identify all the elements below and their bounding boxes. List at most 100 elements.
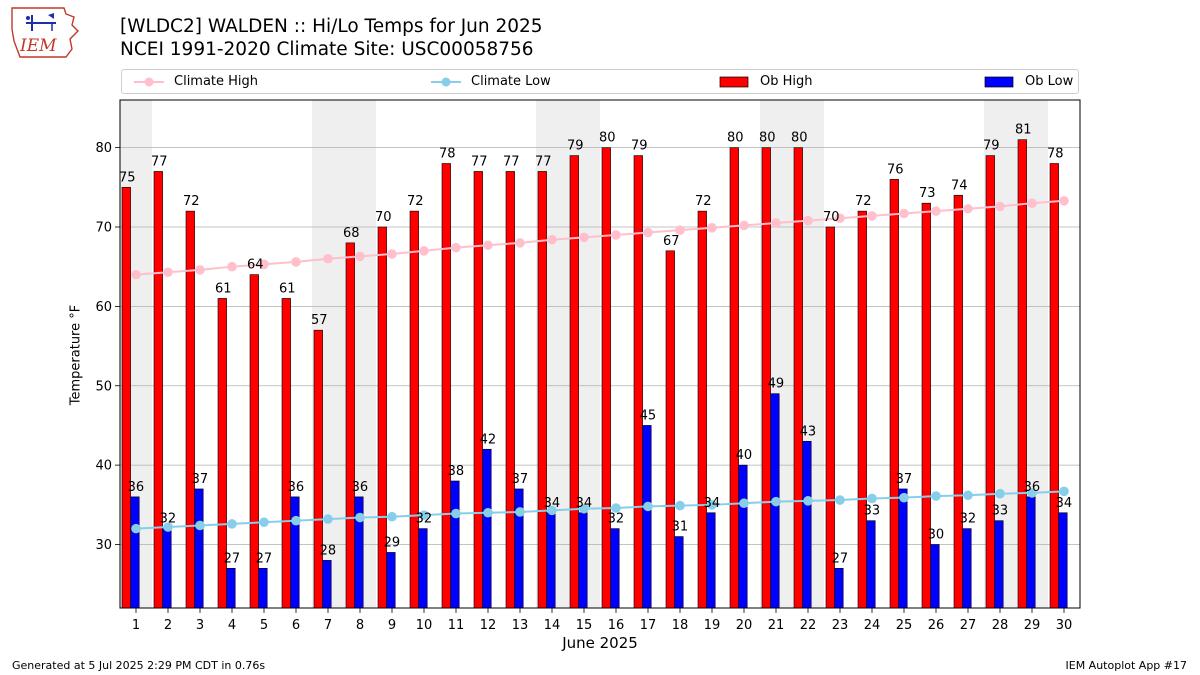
ob-high-label-day-9: 70 — [375, 210, 392, 225]
ob-high-bar-day-14 — [537, 171, 547, 609]
ob-high-bar-day-15 — [569, 155, 579, 609]
climate-low-point-day-27 — [963, 490, 973, 501]
ob-low-label-day-4: 27 — [224, 551, 241, 566]
ob-low-label-day-16: 32 — [608, 512, 625, 527]
climate-low-point-day-10 — [419, 510, 429, 520]
legend-swatch-climate-low — [431, 77, 461, 87]
ob-high-bar-day-20 — [729, 147, 739, 609]
legend-label-climate-low: Climate Low — [471, 74, 551, 89]
ob-low-label-day-7: 28 — [320, 543, 337, 558]
x-tick-label-1: 1 — [132, 618, 140, 633]
ob-low-bar-day-1 — [130, 496, 140, 609]
ob-low-bar-day-20 — [738, 464, 748, 609]
ob-high-label-day-14: 77 — [535, 154, 552, 169]
ob-low-bar-day-17 — [642, 425, 652, 609]
climate-low-point-day-16 — [611, 503, 621, 513]
ob-low-bar-day-29 — [1026, 496, 1036, 609]
ob-low-bar-day-22 — [802, 441, 812, 609]
x-tick-label-11: 11 — [448, 618, 465, 633]
ob-low-label-day-12: 42 — [480, 432, 497, 447]
ob-low-label-day-10: 32 — [416, 512, 433, 527]
ob-low-bar-day-23 — [834, 568, 844, 609]
ob-low-label-day-6: 36 — [288, 480, 305, 495]
ob-low-label-day-29: 36 — [1024, 480, 1041, 495]
logo-text: IEM — [19, 36, 57, 56]
climate-high-point-day-20 — [739, 220, 749, 231]
x-tick-label-7: 7 — [324, 618, 332, 633]
ob-low-label-day-1: 36 — [128, 480, 145, 495]
ob-low-bar-day-7 — [322, 560, 332, 609]
climate-high-point-day-25 — [899, 208, 909, 219]
ob-high-bar-day-2 — [153, 171, 163, 609]
x-tick-label-10: 10 — [416, 618, 433, 633]
climate-high-point-day-30 — [1059, 196, 1069, 206]
climate-high-point-day-2 — [163, 267, 173, 278]
ob-low-bar-day-27 — [962, 528, 972, 609]
ob-high-bar-day-7 — [313, 329, 323, 609]
x-tick-label-29: 29 — [1024, 618, 1041, 633]
ob-low-label-day-19: 34 — [704, 496, 721, 511]
ob-high-bar-day-12 — [473, 171, 483, 609]
ob-low-label-day-5: 27 — [256, 551, 273, 566]
ob-high-bar-day-26 — [921, 202, 931, 609]
ob-low-label-day-20: 40 — [736, 448, 753, 463]
climate-low-point-day-29 — [1027, 488, 1037, 498]
ob-high-label-day-30: 78 — [1047, 147, 1064, 162]
ob-high-label-day-6: 61 — [279, 281, 296, 296]
ob-low-bar-day-11 — [450, 480, 460, 609]
ob-high-label-day-3: 72 — [183, 194, 200, 209]
x-tick-label-20: 20 — [736, 618, 753, 633]
y-tick-label-30: 30 — [95, 538, 112, 553]
climate-high-point-day-11 — [451, 242, 461, 253]
ob-low-label-day-28: 33 — [992, 504, 1009, 519]
x-tick-label-5: 5 — [260, 618, 268, 633]
x-tick-label-2: 2 — [164, 618, 172, 633]
climate-low-point-day-4 — [227, 519, 237, 529]
climate-low-point-day-24 — [867, 493, 877, 504]
climate-low-point-day-5 — [259, 517, 269, 528]
ob-low-label-day-2: 32 — [160, 512, 177, 527]
iem-logo: IEM — [11, 7, 79, 58]
climate-low-point-day-30 — [1059, 486, 1069, 497]
x-tick-label-8: 8 — [356, 618, 364, 633]
ob-low-label-day-25: 37 — [896, 472, 913, 487]
ob-high-label-day-18: 67 — [663, 234, 680, 249]
ob-high-label-day-1: 75 — [119, 170, 136, 185]
climate-low-point-day-18 — [675, 500, 685, 511]
ob-low-bar-day-16 — [610, 528, 620, 609]
ob-low-label-day-27: 32 — [960, 512, 977, 527]
climate-high-point-day-19 — [707, 222, 717, 233]
ob-low-bar-day-12 — [482, 448, 492, 609]
climate-high-point-day-1 — [131, 269, 141, 280]
climate-high-point-day-3 — [195, 265, 205, 275]
climate-low-point-day-7 — [323, 514, 333, 524]
climate-low-point-day-14 — [547, 505, 557, 516]
ob-high-label-day-5: 64 — [247, 258, 264, 273]
ob-high-label-day-27: 74 — [951, 178, 968, 193]
climate-high-point-day-6 — [291, 257, 301, 267]
x-tick-label-26: 26 — [928, 618, 945, 633]
legend-label-ob-low: Ob Low — [1025, 74, 1074, 89]
x-tick-label-23: 23 — [832, 618, 849, 633]
generated-timestamp: Generated at 5 Jul 2025 2:29 PM CDT in 0… — [12, 659, 266, 672]
ob-high-label-day-4: 61 — [215, 281, 232, 296]
climate-high-point-day-28 — [995, 201, 1005, 212]
climate-low-point-day-28 — [995, 488, 1005, 499]
ob-high-bar-day-24 — [857, 210, 867, 609]
ob-high-label-day-12: 77 — [471, 154, 488, 169]
ob-low-bar-day-9 — [386, 552, 396, 609]
x-tick-label-28: 28 — [992, 618, 1009, 633]
climate-high-point-day-5 — [259, 259, 269, 270]
climate-low-point-day-23 — [835, 495, 845, 505]
ob-low-label-day-13: 37 — [512, 472, 529, 487]
ob-high-label-day-7: 57 — [311, 313, 328, 328]
climate-low-point-day-25 — [899, 492, 909, 503]
y-axis-label: Temperature °F — [68, 304, 84, 406]
y-tick-label-80: 80 — [95, 141, 112, 156]
x-tick-label-9: 9 — [388, 618, 396, 633]
x-tick-label-4: 4 — [228, 618, 236, 633]
ob-low-label-day-17: 45 — [640, 408, 657, 423]
ob-low-bar-day-30 — [1058, 512, 1068, 609]
ob-high-bar-day-27 — [953, 194, 963, 609]
